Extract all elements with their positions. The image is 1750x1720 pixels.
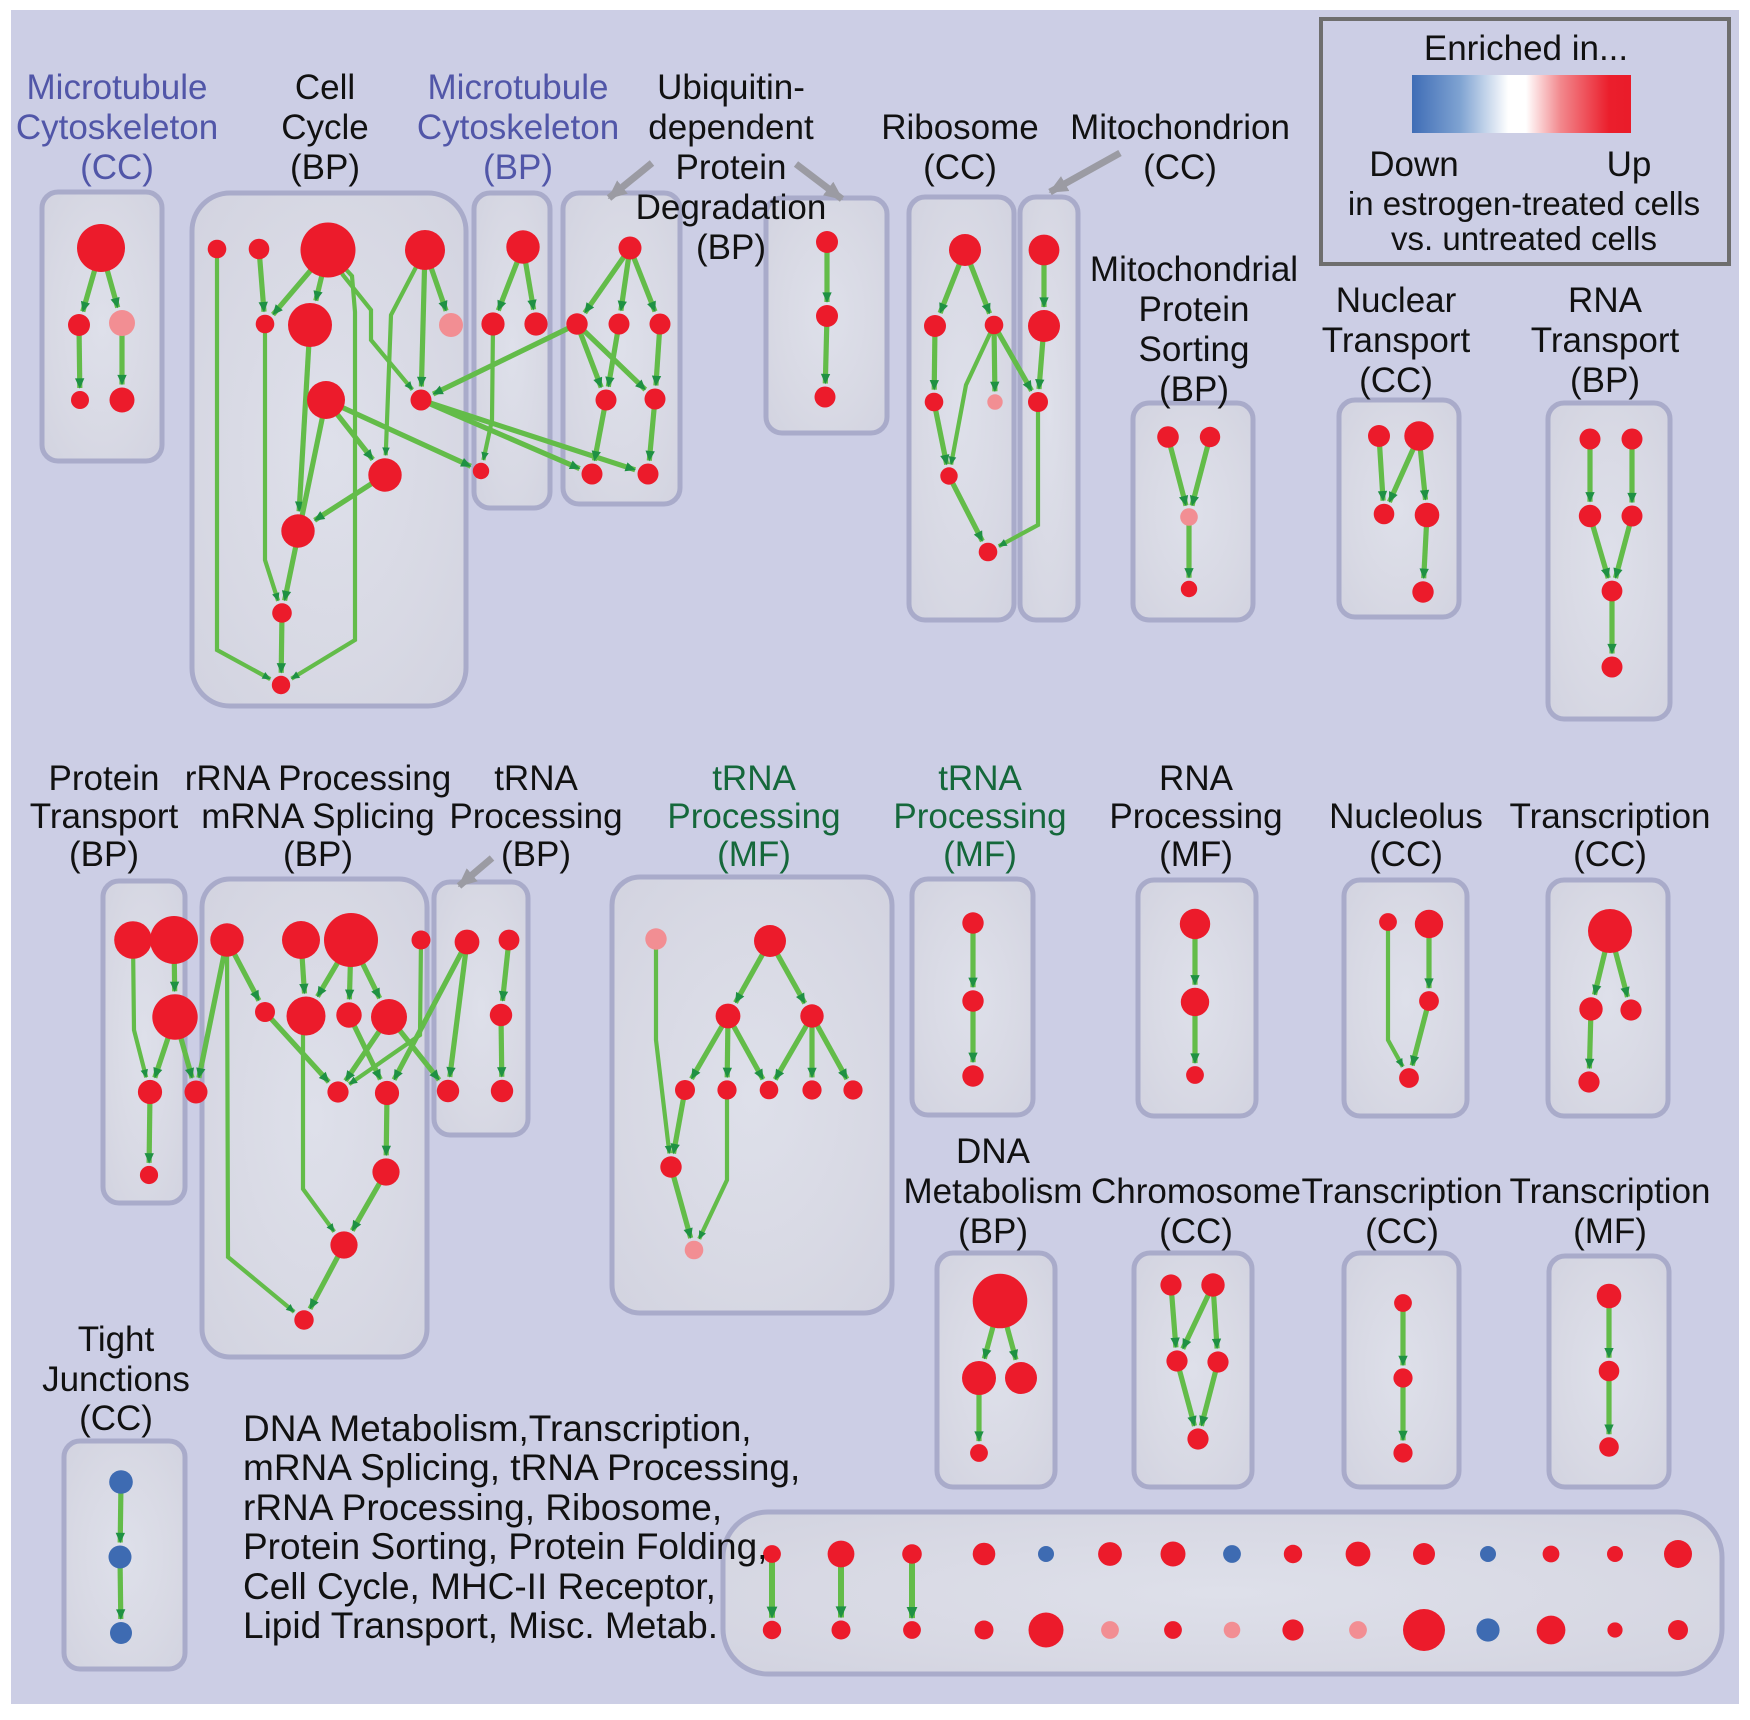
svg-text:Protein Sorting, Protein Foldi: Protein Sorting, Protein Folding, xyxy=(243,1526,767,1567)
svg-text:Ubiquitin-: Ubiquitin- xyxy=(657,68,805,107)
svg-text:Processing: Processing xyxy=(893,797,1066,836)
svg-text:mRNA Splicing, tRNA Processing: mRNA Splicing, tRNA Processing, xyxy=(243,1447,800,1488)
svg-text:Cell Cycle, MHC-II Receptor,: Cell Cycle, MHC-II Receptor, xyxy=(243,1566,716,1607)
svg-text:Up: Up xyxy=(1607,145,1652,184)
svg-text:Cycle: Cycle xyxy=(281,108,369,147)
svg-text:(CC): (CC) xyxy=(923,148,997,187)
svg-text:tRNA: tRNA xyxy=(494,759,578,798)
svg-text:Junctions: Junctions xyxy=(42,1360,190,1399)
svg-text:DNA Metabolism,Transcription,: DNA Metabolism,Transcription, xyxy=(243,1408,752,1449)
svg-text:Cell: Cell xyxy=(295,68,355,107)
svg-text:Degradation: Degradation xyxy=(636,188,827,227)
svg-text:(CC): (CC) xyxy=(1573,835,1647,874)
svg-text:tRNA: tRNA xyxy=(712,759,796,798)
svg-text:Metabolism: Metabolism xyxy=(904,1172,1083,1211)
svg-text:Cytoskeleton: Cytoskeleton xyxy=(16,108,218,147)
svg-text:Processing: Processing xyxy=(667,797,840,836)
svg-text:Ribosome: Ribosome xyxy=(881,108,1039,147)
svg-text:Microtubule: Microtubule xyxy=(428,68,609,107)
svg-text:(CC): (CC) xyxy=(1359,361,1433,400)
svg-text:(CC): (CC) xyxy=(80,148,154,187)
svg-text:(BP): (BP) xyxy=(483,148,553,187)
svg-text:(MF): (MF) xyxy=(1159,835,1233,874)
svg-text:Enriched in...: Enriched in... xyxy=(1424,29,1628,68)
svg-text:(BP): (BP) xyxy=(696,228,766,267)
svg-text:Protein: Protein xyxy=(676,148,787,187)
svg-text:(CC): (CC) xyxy=(1369,835,1443,874)
svg-text:Mitochondrion: Mitochondrion xyxy=(1070,108,1290,147)
svg-text:Chromosome: Chromosome xyxy=(1091,1172,1301,1211)
svg-text:(BP): (BP) xyxy=(501,835,571,874)
svg-text:Transcription: Transcription xyxy=(1510,797,1711,836)
svg-text:RNA: RNA xyxy=(1568,281,1643,320)
svg-text:rRNA Processing: rRNA Processing xyxy=(185,759,451,798)
svg-text:Transcription: Transcription xyxy=(1302,1172,1503,1211)
svg-text:Sorting: Sorting xyxy=(1139,330,1250,369)
svg-text:Transcription: Transcription xyxy=(1510,1172,1711,1211)
svg-text:Microtubule: Microtubule xyxy=(27,68,208,107)
svg-text:(CC): (CC) xyxy=(1143,148,1217,187)
svg-text:Down: Down xyxy=(1369,145,1458,184)
svg-text:dependent: dependent xyxy=(648,108,814,147)
svg-text:(BP): (BP) xyxy=(69,835,139,874)
svg-text:Mitochondrial: Mitochondrial xyxy=(1090,250,1298,289)
svg-text:(CC): (CC) xyxy=(1159,1212,1233,1251)
svg-text:Nuclear: Nuclear xyxy=(1336,281,1457,320)
svg-text:Protein: Protein xyxy=(49,759,160,798)
svg-text:RNA: RNA xyxy=(1159,759,1234,798)
svg-text:(BP): (BP) xyxy=(958,1212,1028,1251)
svg-text:tRNA: tRNA xyxy=(938,759,1022,798)
svg-text:vs. untreated cells: vs. untreated cells xyxy=(1391,220,1657,257)
svg-text:(BP): (BP) xyxy=(283,835,353,874)
svg-text:Protein: Protein xyxy=(1139,290,1250,329)
svg-text:mRNA Splicing: mRNA Splicing xyxy=(201,797,434,836)
svg-text:Processing: Processing xyxy=(1109,797,1282,836)
svg-text:Nucleolus: Nucleolus xyxy=(1329,797,1483,836)
svg-text:(MF): (MF) xyxy=(943,835,1017,874)
svg-text:Lipid Transport, Misc. Metab.: Lipid Transport, Misc. Metab. xyxy=(243,1605,718,1646)
svg-text:(BP): (BP) xyxy=(290,148,360,187)
svg-text:(BP): (BP) xyxy=(1570,361,1640,400)
svg-text:(CC): (CC) xyxy=(1365,1212,1439,1251)
svg-text:in estrogen-treated cells: in estrogen-treated cells xyxy=(1348,185,1700,222)
svg-text:Tight: Tight xyxy=(78,1320,155,1359)
svg-text:rRNA Processing, Ribosome,: rRNA Processing, Ribosome, xyxy=(243,1487,722,1528)
svg-text:(MF): (MF) xyxy=(717,835,791,874)
svg-text:Cytoskeleton: Cytoskeleton xyxy=(417,108,619,147)
svg-text:DNA: DNA xyxy=(956,1132,1031,1171)
svg-text:(BP): (BP) xyxy=(1159,370,1229,409)
svg-text:Transport: Transport xyxy=(30,797,179,836)
svg-text:(MF): (MF) xyxy=(1573,1212,1647,1251)
svg-text:(CC): (CC) xyxy=(79,1399,153,1438)
svg-text:Transport: Transport xyxy=(1322,321,1471,360)
svg-text:Processing: Processing xyxy=(449,797,622,836)
svg-text:Transport: Transport xyxy=(1531,321,1680,360)
